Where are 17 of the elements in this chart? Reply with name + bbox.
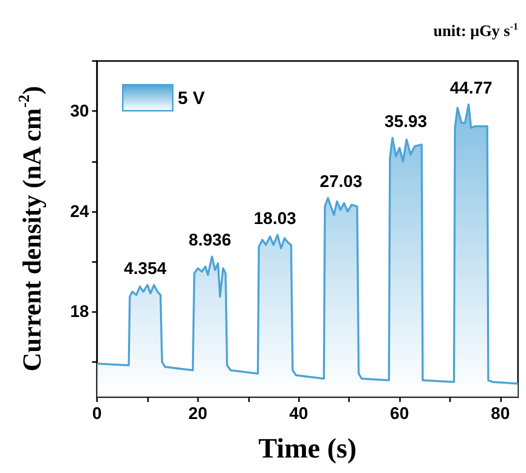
annotation: 18.03 xyxy=(254,208,296,228)
y-axis-title: Current density (nA cm-2) xyxy=(16,86,46,372)
annotation: 35.93 xyxy=(384,112,428,131)
legend-label: 5 V xyxy=(178,88,205,108)
x-tick-label: 40 xyxy=(289,404,308,423)
x-tick-label: 80 xyxy=(490,404,510,423)
annotation: 27.03 xyxy=(320,172,362,192)
x-tick-label: 0 xyxy=(92,404,102,423)
y-tick-label: 30 xyxy=(70,102,89,121)
annotation: 8.936 xyxy=(188,230,232,250)
annotation: 4.354 xyxy=(124,259,167,278)
y-tick-label: 18 xyxy=(70,302,89,322)
x-tick-label: 20 xyxy=(188,404,208,423)
x-tick-label: 60 xyxy=(390,404,409,423)
x-axis-title: Time (s) xyxy=(258,434,357,464)
y-tick-label: 24 xyxy=(70,202,90,221)
annotation: 44.77 xyxy=(450,78,492,98)
